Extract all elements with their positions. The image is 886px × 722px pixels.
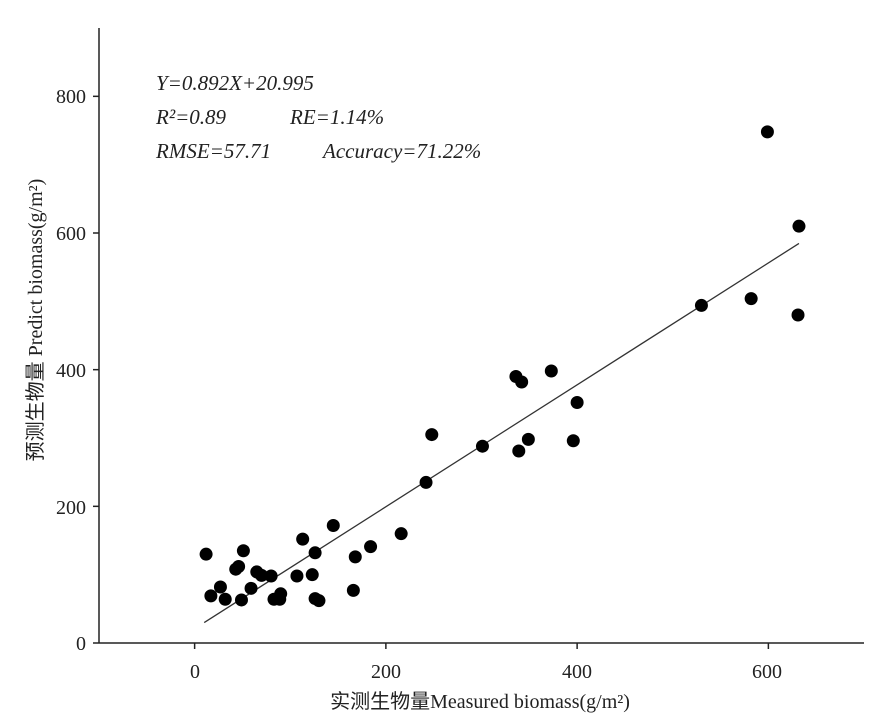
data-point [364, 540, 378, 554]
relative-error: RE=1.14% [289, 105, 384, 129]
data-point [394, 527, 408, 541]
data-point [274, 587, 288, 601]
data-point [232, 559, 246, 573]
data-point [234, 593, 248, 607]
data-point [792, 219, 806, 233]
data-point [475, 439, 489, 453]
data-point [512, 444, 526, 458]
y-tick-label: 200 [56, 497, 86, 519]
data-point [515, 375, 529, 389]
data-point [199, 547, 213, 561]
data-point [204, 589, 218, 603]
data-point [425, 428, 439, 442]
data-point [308, 546, 322, 560]
data-point [566, 434, 580, 448]
data-point [694, 298, 708, 312]
data-point [255, 568, 269, 582]
regression-equation: Y=0.892X+20.995 [156, 71, 314, 95]
regression-annotation: Y=0.892X+20.995 R²=0.89 RE=1.14% RMSE=57… [155, 71, 481, 163]
data-point [570, 395, 584, 409]
accuracy: Accuracy=71.22% [321, 139, 481, 163]
r-squared: R²=0.89 [155, 105, 227, 129]
data-point [244, 581, 258, 595]
data-point [312, 594, 326, 608]
y-tick-label: 600 [56, 223, 86, 245]
data-point [236, 544, 250, 558]
data-point [348, 550, 362, 564]
y-tick-label: 0 [76, 633, 86, 655]
x-tick-label: 200 [371, 661, 401, 683]
data-point [346, 583, 360, 597]
data-point [521, 432, 535, 446]
x-tick-label: 400 [562, 661, 592, 683]
data-point [544, 364, 558, 378]
data-point [744, 292, 758, 306]
y-axis-title: 预测生物量 Predict biomass(g/m²) [24, 179, 47, 462]
y-tick-label: 400 [56, 360, 86, 382]
x-tick-labels: 0 200 400 600 [190, 661, 782, 683]
y-tick-labels: 0 200 400 600 800 [56, 86, 86, 655]
regression-line [203, 242, 800, 624]
data-point [264, 569, 278, 583]
x-tick-label: 0 [190, 661, 200, 683]
data-point [213, 580, 227, 594]
data-point [419, 475, 433, 489]
data-point [326, 518, 340, 532]
data-point [760, 125, 774, 139]
axes [93, 28, 864, 649]
data-point [791, 308, 805, 322]
data-point [218, 592, 232, 606]
y-tick-label: 800 [56, 86, 86, 108]
x-tick-label: 600 [752, 661, 782, 683]
rmse: RMSE=57.71 [155, 139, 271, 163]
data-point [296, 532, 310, 546]
data-points [199, 125, 806, 608]
fit-line-group [203, 242, 800, 624]
x-axis-title: 实测生物量Measured biomass(g/m²) [330, 690, 630, 713]
data-point [305, 568, 319, 582]
data-point [290, 569, 304, 583]
